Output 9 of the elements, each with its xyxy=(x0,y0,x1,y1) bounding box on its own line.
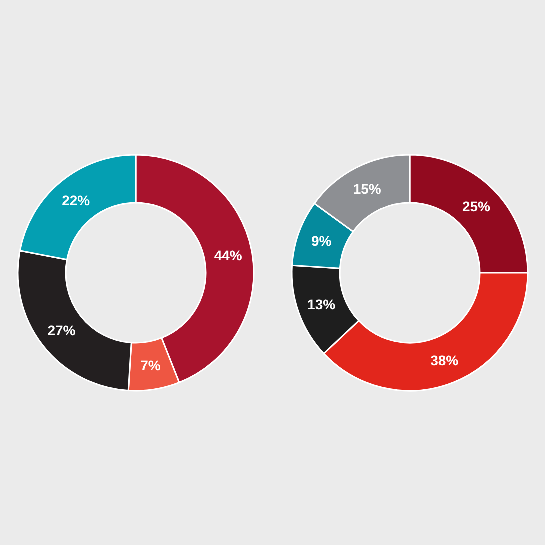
data-label: 38% xyxy=(430,352,460,368)
data-label: 27% xyxy=(48,322,76,339)
data-label: 15% xyxy=(353,181,382,198)
data-label: 13% xyxy=(308,296,336,313)
data-label: 22% xyxy=(62,192,91,208)
data-label: 7% xyxy=(140,358,162,374)
data-label: 9% xyxy=(311,233,332,250)
data-label: 25% xyxy=(462,198,492,214)
data-label: 44% xyxy=(214,247,243,264)
